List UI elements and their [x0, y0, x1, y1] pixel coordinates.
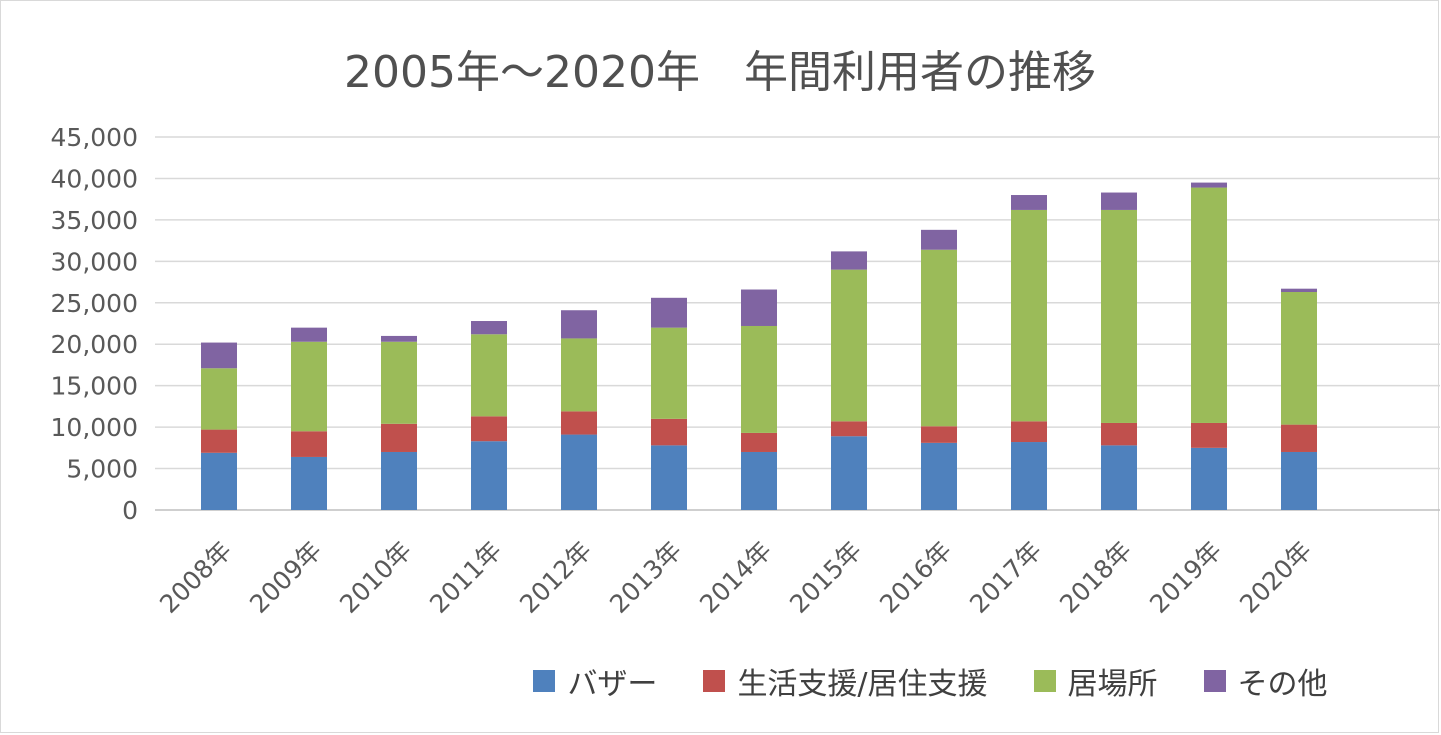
bar-segment — [921, 229, 957, 250]
x-tick-label: 2012年 — [514, 536, 597, 619]
bar-segment — [201, 452, 237, 510]
y-tick-label: 30,000 — [51, 247, 138, 276]
bar-segment — [561, 310, 597, 339]
y-tick-label: 25,000 — [51, 289, 138, 318]
bar-segment — [1101, 209, 1137, 423]
bar-segment — [201, 342, 237, 369]
x-tick-label: 2015年 — [784, 536, 867, 619]
legend-item: 生活支援/居住支援 — [703, 659, 988, 703]
bar-segment — [1011, 421, 1047, 443]
bar-segment — [1011, 195, 1047, 210]
bar-segment — [561, 411, 597, 435]
y-tick-label: 15,000 — [51, 372, 138, 401]
bar-segment — [1281, 288, 1317, 293]
bar-segment — [1011, 442, 1047, 510]
bar-segment — [471, 321, 507, 335]
legend-swatch — [1203, 670, 1226, 692]
bar-segment — [651, 297, 687, 328]
y-axis-ticks: 0 5,000 10,000 15,000 20,000 25,000 30,000 35,0… — [51, 123, 138, 525]
bar-segment — [1191, 182, 1227, 188]
bar-segment — [1281, 451, 1317, 510]
y-tick-label: 45,000 — [51, 123, 138, 152]
bar-segment — [651, 445, 687, 510]
y-tick-label: 10,000 — [51, 413, 138, 442]
legend-swatch — [533, 670, 556, 692]
legend-item: バザー — [533, 659, 657, 703]
x-axis-ticks: 2008年 2009年 2010年 2011年 2012年 2013年 2014年 2015年… — [154, 536, 1317, 619]
y-tick-label: 35,000 — [51, 206, 138, 235]
legend-label: 生活支援/居住支援 — [737, 667, 988, 702]
bar-segment — [741, 325, 777, 433]
x-tick-label: 2014年 — [694, 536, 777, 619]
bar-segment — [291, 341, 327, 432]
bar-segment — [1191, 422, 1227, 448]
bar-segment — [1101, 422, 1137, 446]
x-tick-label: 2019年 — [1144, 536, 1227, 619]
bar-segment — [381, 423, 417, 452]
legend-item: 居場所 — [1033, 659, 1158, 703]
bar-segment — [651, 418, 687, 446]
x-tick-label: 2008年 — [154, 536, 237, 619]
bar-segment — [381, 335, 417, 342]
bar-segment — [291, 327, 327, 342]
bar-segment — [1011, 209, 1047, 422]
y-tick-label: 40,000 — [51, 164, 138, 193]
bar-segment — [741, 432, 777, 452]
gridlines — [155, 136, 1440, 511]
legend-label: その他 — [1237, 667, 1328, 702]
chart-title: 2005年～2020年 年間利用者の推移 — [344, 47, 1096, 98]
x-tick-label: 2013年 — [604, 536, 687, 619]
bar-segment — [831, 421, 867, 437]
bar-segment — [1191, 447, 1227, 510]
bar-segment — [741, 451, 777, 510]
x-tick-label: 2020年 — [1234, 536, 1317, 619]
y-tick-label: 5,000 — [66, 455, 138, 484]
bars — [201, 182, 1317, 510]
bar-segment — [381, 341, 417, 424]
bar-segment — [651, 327, 687, 419]
x-tick-label: 2018年 — [1054, 536, 1137, 619]
legend: バザー 生活支援/居住支援 居場所 その他 — [0, 659, 1441, 703]
legend-swatch — [703, 670, 726, 692]
bar-segment — [921, 426, 957, 443]
x-tick-label: 2010年 — [334, 536, 417, 619]
legend-label: 居場所 — [1067, 667, 1158, 702]
bar-segment — [921, 249, 957, 427]
legend-label: バザー — [567, 667, 658, 702]
x-tick-label: 2016年 — [874, 536, 957, 619]
bar-segment — [471, 416, 507, 442]
bar-segment — [381, 451, 417, 510]
bar-segment — [831, 251, 867, 270]
bar-segment — [201, 429, 237, 453]
bar-segment — [471, 334, 507, 417]
bar-segment — [561, 338, 597, 412]
bar-segment — [1191, 187, 1227, 423]
bar-segment — [921, 442, 957, 510]
bar-segment — [291, 431, 327, 457]
x-tick-label: 2009年 — [244, 536, 327, 619]
bar-segment — [471, 441, 507, 510]
bar-segment — [561, 434, 597, 510]
y-tick-label: 0 — [122, 496, 138, 525]
bar-segment — [831, 269, 867, 422]
legend-item: その他 — [1203, 659, 1328, 703]
bar-segment — [1281, 292, 1317, 425]
legend-swatch — [1033, 670, 1056, 692]
bar-segment — [1281, 424, 1317, 452]
bar-segment — [831, 436, 867, 510]
bar-segment — [201, 368, 237, 430]
bar-segment — [741, 289, 777, 326]
x-tick-label: 2011年 — [424, 536, 507, 619]
bar-segment — [291, 456, 327, 510]
y-tick-label: 20,000 — [51, 330, 138, 359]
bar-segment — [1101, 445, 1137, 510]
x-tick-label: 2017年 — [964, 536, 1047, 619]
bar-segment — [1101, 192, 1137, 210]
